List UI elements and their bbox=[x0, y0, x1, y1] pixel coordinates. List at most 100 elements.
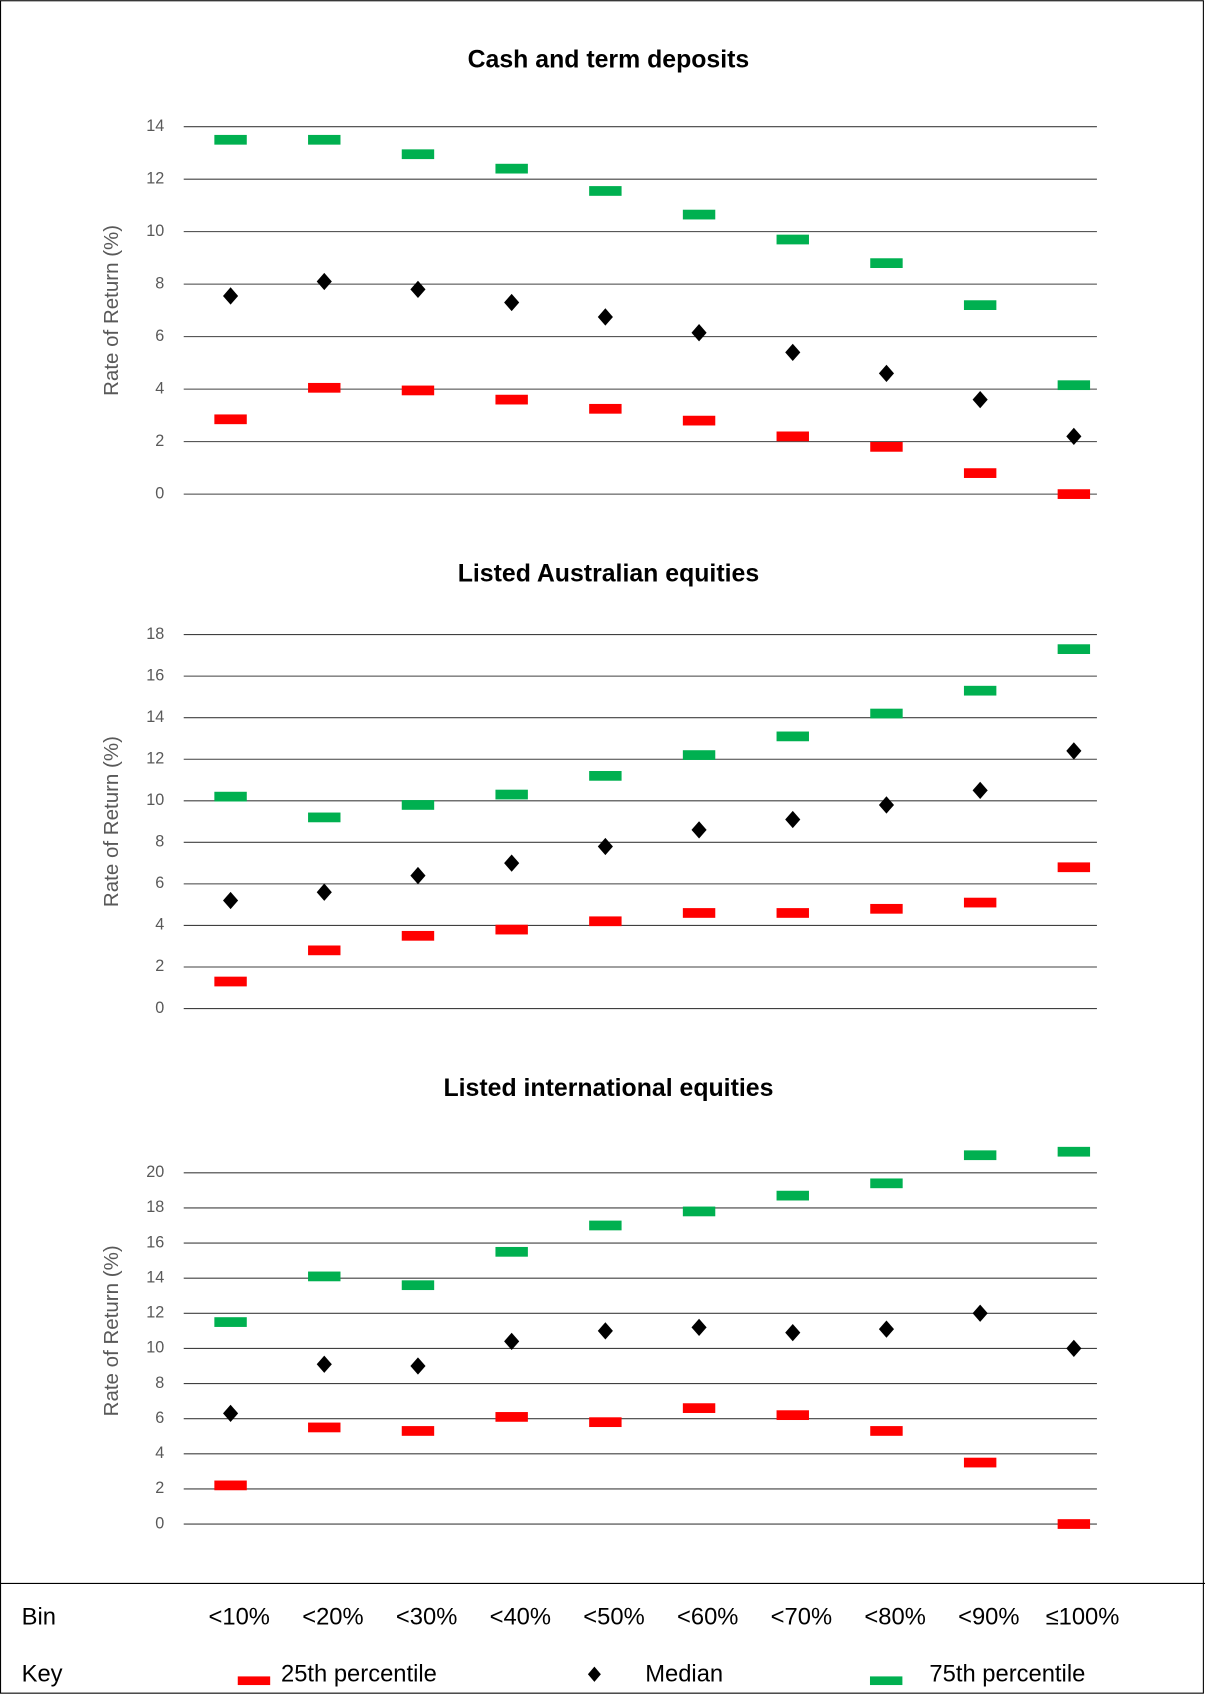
data-point bbox=[691, 1318, 707, 1336]
y-tick-label: 14 bbox=[146, 1268, 164, 1286]
data-point bbox=[1057, 489, 1091, 499]
data-point bbox=[214, 976, 247, 987]
legend-label: Median bbox=[645, 1661, 723, 1688]
data-point bbox=[870, 258, 903, 269]
bin-label: <60% bbox=[677, 1603, 738, 1630]
data-point bbox=[308, 1422, 341, 1433]
data-point bbox=[597, 1322, 613, 1340]
y-tick-label: 12 bbox=[146, 750, 164, 768]
data-point bbox=[776, 234, 809, 245]
data-point bbox=[316, 1355, 332, 1373]
data-point bbox=[214, 791, 247, 802]
data-point bbox=[682, 1206, 716, 1217]
chart-title: Cash and term deposits bbox=[468, 46, 750, 73]
y-tick-label: 12 bbox=[146, 1304, 164, 1322]
data-point bbox=[223, 1404, 239, 1423]
data-point bbox=[495, 1412, 528, 1422]
data-point bbox=[785, 1323, 801, 1342]
key-label: Key bbox=[22, 1661, 63, 1688]
chart-title: Listed international equities bbox=[443, 1075, 773, 1102]
data-point bbox=[1057, 1519, 1091, 1529]
data-point bbox=[682, 415, 716, 426]
data-point bbox=[589, 770, 622, 781]
data-point bbox=[776, 1410, 809, 1421]
data-point bbox=[776, 1190, 809, 1201]
data-point bbox=[785, 810, 801, 829]
data-point bbox=[870, 903, 903, 914]
y-tick-label: 2 bbox=[155, 432, 164, 450]
y-tick-label: 4 bbox=[155, 1444, 164, 1462]
data-point bbox=[1057, 644, 1091, 655]
data-point bbox=[589, 186, 622, 196]
data-point bbox=[963, 300, 997, 310]
y-tick-label: 16 bbox=[146, 1233, 164, 1251]
data-point bbox=[308, 382, 341, 393]
data-point bbox=[316, 883, 332, 901]
y-tick-label: 4 bbox=[155, 916, 164, 934]
data-point bbox=[878, 364, 895, 383]
y-tick-label: 18 bbox=[146, 625, 164, 643]
data-point bbox=[776, 431, 809, 442]
data-point bbox=[597, 837, 613, 856]
data-point bbox=[589, 916, 622, 927]
data-point bbox=[691, 821, 707, 839]
legend-marker bbox=[237, 1676, 271, 1686]
data-point bbox=[972, 781, 988, 800]
data-point bbox=[308, 812, 341, 823]
data-point bbox=[870, 1426, 903, 1436]
y-tick-label: 10 bbox=[146, 1339, 164, 1357]
data-point bbox=[214, 1317, 247, 1327]
data-point bbox=[589, 1220, 622, 1231]
bin-label: <40% bbox=[490, 1603, 551, 1630]
y-tick-label: 20 bbox=[146, 1163, 164, 1181]
y-tick-label: 4 bbox=[155, 379, 164, 397]
data-point bbox=[410, 866, 426, 885]
y-tick-label: 2 bbox=[155, 1479, 164, 1497]
data-point bbox=[589, 403, 622, 414]
y-tick-label: 8 bbox=[155, 833, 164, 851]
data-point bbox=[495, 789, 528, 800]
data-point bbox=[401, 800, 435, 810]
data-point bbox=[878, 1320, 895, 1338]
y-tick-label: 14 bbox=[146, 117, 164, 135]
data-point bbox=[401, 149, 435, 160]
y-tick-label: 0 bbox=[155, 484, 164, 502]
data-point bbox=[410, 1357, 426, 1375]
data-point bbox=[963, 1457, 997, 1468]
bin-label: <50% bbox=[583, 1603, 644, 1630]
y-tick-label: 6 bbox=[155, 874, 164, 892]
data-point bbox=[401, 1280, 435, 1291]
y-tick-label: 8 bbox=[155, 274, 164, 292]
y-tick-label: 0 bbox=[155, 1514, 164, 1532]
legend-marker bbox=[587, 1666, 601, 1682]
bin-label: <10% bbox=[208, 1603, 269, 1630]
y-tick-label: 16 bbox=[146, 666, 164, 684]
chart-title: Listed Australian equities bbox=[458, 561, 759, 588]
data-point bbox=[682, 209, 716, 220]
data-point bbox=[878, 796, 895, 814]
data-point bbox=[785, 343, 801, 362]
data-point bbox=[495, 1246, 528, 1257]
data-point bbox=[308, 1271, 341, 1282]
y-axis-label: Rate of Return (%) bbox=[100, 225, 123, 396]
data-point bbox=[410, 280, 426, 299]
data-point bbox=[963, 468, 997, 478]
data-point bbox=[776, 908, 809, 918]
data-point bbox=[495, 163, 528, 174]
data-point bbox=[682, 908, 716, 918]
data-point bbox=[589, 1417, 622, 1428]
y-tick-label: 6 bbox=[155, 327, 164, 345]
data-point bbox=[308, 945, 341, 956]
bin-label: <20% bbox=[302, 1603, 363, 1630]
y-tick-label: 2 bbox=[155, 957, 164, 975]
data-point bbox=[682, 1403, 716, 1413]
data-point bbox=[963, 1150, 997, 1161]
y-tick-label: 0 bbox=[155, 999, 164, 1017]
bin-label: <80% bbox=[864, 1603, 925, 1630]
legend-marker bbox=[869, 1676, 903, 1686]
data-point bbox=[214, 134, 247, 145]
y-tick-label: 6 bbox=[155, 1409, 164, 1427]
legend-label: 75th percentile bbox=[929, 1661, 1085, 1688]
data-point bbox=[1057, 862, 1091, 873]
